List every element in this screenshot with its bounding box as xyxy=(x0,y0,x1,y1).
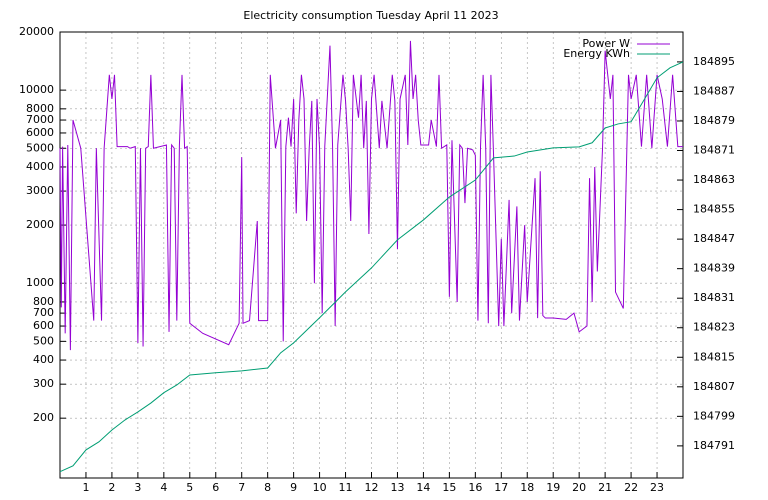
y-tick-label: 5000 xyxy=(26,141,54,154)
y-tick-label: 200 xyxy=(33,411,54,424)
x-tick-label: 4 xyxy=(160,481,167,494)
y2-tick-label: 184895 xyxy=(693,55,735,68)
y2-tick-label: 184871 xyxy=(693,144,735,157)
y2-tick-label: 184855 xyxy=(693,203,735,216)
x-tick-label: 13 xyxy=(390,481,404,494)
y-tick-label: 20000 xyxy=(19,25,54,38)
x-tick-label: 1 xyxy=(82,481,89,494)
x-tick-label: 9 xyxy=(290,481,297,494)
series-line xyxy=(59,61,684,473)
y-tick-label: 700 xyxy=(33,306,54,319)
y-tick-label: 8000 xyxy=(26,102,54,115)
y-tick-label: 300 xyxy=(33,377,54,390)
x-tick-label: 11 xyxy=(339,481,353,494)
x-tick-label: 21 xyxy=(598,481,612,494)
y2-tick-label: 184815 xyxy=(693,350,735,363)
x-tick-label: 8 xyxy=(264,481,271,494)
x-tick-label: 2 xyxy=(108,481,115,494)
chart-title: Electricity consumption Tuesday April 11… xyxy=(243,9,498,22)
y2-tick-label: 184831 xyxy=(693,291,735,304)
x-tick-label: 6 xyxy=(212,481,219,494)
x-tick-label: 23 xyxy=(650,481,664,494)
x-tick-label: 14 xyxy=(416,481,430,494)
y-tick-label: 500 xyxy=(33,334,54,347)
y2-tick-label: 184807 xyxy=(693,380,735,393)
y-tick-label: 800 xyxy=(33,295,54,308)
y-tick-label: 10000 xyxy=(19,83,54,96)
legend-label: Energy KWh xyxy=(563,47,630,60)
x-tick-label: 16 xyxy=(468,481,482,494)
x-tick-label: 17 xyxy=(494,481,508,494)
y-tick-label: 6000 xyxy=(26,126,54,139)
y2-tick-label: 184791 xyxy=(693,439,735,452)
y-tick-label: 3000 xyxy=(26,184,54,197)
x-tick-label: 5 xyxy=(186,481,193,494)
y2-tick-label: 184847 xyxy=(693,232,735,245)
y-tick-label: 4000 xyxy=(26,160,54,173)
y2-tick-label: 184839 xyxy=(693,262,735,275)
x-tick-label: 20 xyxy=(572,481,586,494)
y2-tick-label: 184879 xyxy=(693,114,735,127)
x-tick-label: 19 xyxy=(546,481,560,494)
x-tick-label: 18 xyxy=(520,481,534,494)
x-tick-label: 3 xyxy=(134,481,141,494)
y2-tick-label: 184887 xyxy=(693,84,735,97)
y-tick-label: 2000 xyxy=(26,218,54,231)
y-tick-label: 600 xyxy=(33,319,54,332)
x-tick-label: 22 xyxy=(624,481,638,494)
x-tick-label: 10 xyxy=(313,481,327,494)
y2-tick-label: 184863 xyxy=(693,173,735,186)
y-tick-label: 1000 xyxy=(26,276,54,289)
plot-frame xyxy=(59,31,684,479)
x-tick-label: 7 xyxy=(238,481,245,494)
series-line xyxy=(59,40,683,351)
y-tick-label: 400 xyxy=(33,353,54,366)
x-tick-label: 15 xyxy=(442,481,456,494)
y2-tick-label: 184799 xyxy=(693,409,735,422)
y2-tick-label: 184823 xyxy=(693,321,735,334)
legend-label: Power W xyxy=(582,37,630,50)
y-tick-label: 7000 xyxy=(26,113,54,126)
x-tick-label: 12 xyxy=(365,481,379,494)
